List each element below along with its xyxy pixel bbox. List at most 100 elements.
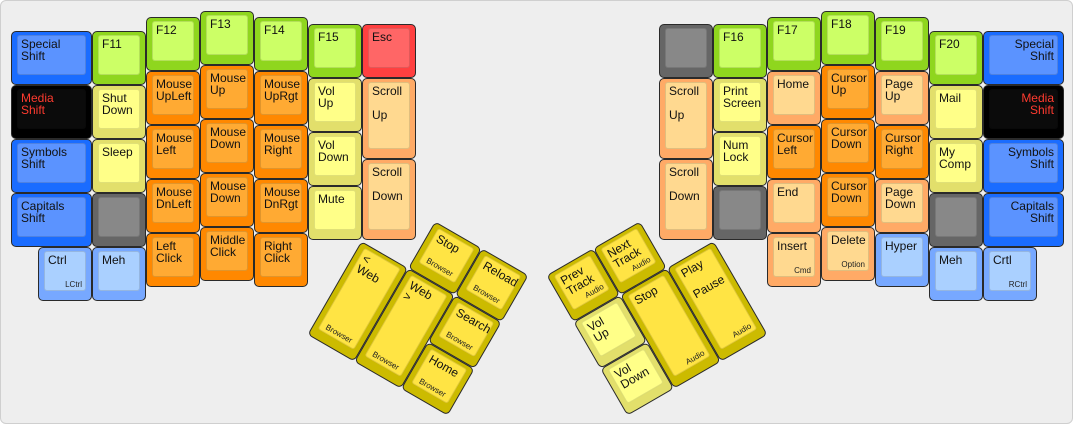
key-media-shift[interactable]: Media Shift xyxy=(983,85,1064,139)
key-f18[interactable]: F18 xyxy=(821,11,875,65)
key-vol-up[interactable]: Vol Up xyxy=(308,78,362,132)
key-cap-face: Meh xyxy=(935,251,977,291)
key-cursor-right[interactable]: Cursor Right xyxy=(875,125,929,179)
key-right-click[interactable]: Right Click xyxy=(254,233,308,287)
key-mute[interactable]: Mute xyxy=(308,186,362,240)
key-f19[interactable]: F19 xyxy=(875,17,929,71)
key-cap-face: Next Track Audio xyxy=(600,227,657,284)
key-label: Stop xyxy=(433,231,463,257)
key-delete[interactable]: Delete Option xyxy=(821,227,875,281)
key-label: Sleep xyxy=(102,145,133,159)
key-sleep[interactable]: Sleep xyxy=(92,139,146,193)
key-f15[interactable]: F15 xyxy=(308,24,362,78)
key-esc[interactable]: Esc xyxy=(362,24,416,78)
key-cursor-left[interactable]: Cursor Left xyxy=(767,125,821,179)
key-num-lock[interactable]: Num Lock xyxy=(713,132,767,186)
key-cap-face: Mouse UpLeft xyxy=(152,75,194,115)
key-meh[interactable]: Meh xyxy=(929,247,983,301)
key-symbols-shift[interactable]: Symbols Shift xyxy=(983,139,1064,193)
key-cap-face: Special Shift xyxy=(989,35,1058,75)
key-f11[interactable]: F11 xyxy=(92,31,146,85)
key-label: Media Shift xyxy=(21,91,54,117)
key-f20[interactable]: F20 xyxy=(929,31,983,85)
key-media-shift[interactable]: Media Shift xyxy=(11,85,92,139)
key-label: Shut Down xyxy=(102,91,133,117)
key-sublabel: Browser xyxy=(370,349,401,373)
key-crtl[interactable]: Crtl RCtrl xyxy=(983,247,1037,301)
key-mouse-dnrgt[interactable]: Mouse DnRgt xyxy=(254,179,308,233)
key-scroll-down[interactable]: Scroll Down xyxy=(659,159,713,240)
key-cursor-down[interactable]: Cursor Down xyxy=(821,119,875,173)
key-label: F19 xyxy=(885,23,906,37)
key-vol-down[interactable]: Vol Down xyxy=(308,132,362,186)
key-cap-face xyxy=(98,197,140,237)
key-mouse-right[interactable]: Mouse Right xyxy=(254,125,308,179)
key-hyper[interactable]: Hyper xyxy=(875,233,929,287)
key-ctrl[interactable]: Ctrl LCtrl xyxy=(38,247,92,301)
key-my-comp[interactable]: My Comp xyxy=(929,139,983,193)
key-special-shift[interactable]: Special Shift xyxy=(983,31,1064,85)
key-cap-face: Print Screen xyxy=(719,82,761,122)
key-mouse-left[interactable]: Mouse Left xyxy=(146,125,200,179)
key-end[interactable]: End xyxy=(767,179,821,233)
key-cursor-up[interactable]: Cursor Up xyxy=(821,65,875,119)
key-home[interactable]: Home xyxy=(767,71,821,125)
key-blank[interactable] xyxy=(929,193,983,247)
key-blank[interactable] xyxy=(92,193,146,247)
key-label: Capitals Shift xyxy=(21,199,65,225)
key-special-shift[interactable]: Special Shift xyxy=(11,31,92,85)
key-cap-face: Cursor Left xyxy=(773,129,815,169)
key-cap-face: Capitals Shift xyxy=(989,197,1058,237)
key-insert[interactable]: Insert Cmd xyxy=(767,233,821,287)
key-mouse-uprgt[interactable]: Mouse UpRgt xyxy=(254,71,308,125)
key-mouse-down[interactable]: Mouse Down xyxy=(200,173,254,227)
key-label: Mouse Right xyxy=(264,131,301,157)
key-page-up[interactable]: Page Up xyxy=(875,71,929,125)
key-mouse-upleft[interactable]: Mouse UpLeft xyxy=(146,71,200,125)
key-cap-face: Hyper xyxy=(881,237,923,277)
key-capitals-shift[interactable]: Capitals Shift xyxy=(11,193,92,247)
key-cap-face: Home xyxy=(773,75,815,115)
key-meh[interactable]: Meh xyxy=(92,247,146,301)
key-scroll-up[interactable]: Scroll Up xyxy=(362,78,416,159)
key-symbols-shift[interactable]: Symbols Shift xyxy=(11,139,92,193)
key-cap-face: Scroll Up xyxy=(665,82,707,149)
key-label: Web > xyxy=(400,278,435,305)
key-cap-face: Page Up xyxy=(881,75,923,115)
key-scroll-up[interactable]: Scroll Up xyxy=(659,78,713,159)
key-left-click[interactable]: Left Click xyxy=(146,233,200,287)
key-label: F18 xyxy=(831,17,852,31)
key-f16[interactable]: F16 xyxy=(713,24,767,78)
key-label: F11 xyxy=(102,37,122,51)
key-mouse-up[interactable]: Mouse Up xyxy=(200,65,254,119)
key-label: Meh xyxy=(939,253,963,267)
key-middle-click[interactable]: Middle Click xyxy=(200,227,254,281)
key-blank[interactable] xyxy=(659,24,713,78)
key-cap-face: Capitals Shift xyxy=(17,197,86,237)
key-label: F15 xyxy=(318,30,339,44)
key-scroll-down[interactable]: Scroll Down xyxy=(362,159,416,240)
key-sublabel: Browser xyxy=(444,329,475,353)
key-cap-face: Scroll Down xyxy=(368,163,410,230)
key-capitals-shift[interactable]: Capitals Shift xyxy=(983,193,1064,247)
key-label: Mute xyxy=(318,192,345,206)
key-print-screen[interactable]: Print Screen xyxy=(713,78,767,132)
key-blank[interactable] xyxy=(713,186,767,240)
key-f13[interactable]: F13 xyxy=(200,11,254,65)
key-f17[interactable]: F17 xyxy=(767,17,821,71)
key-cap-face: Cursor Up xyxy=(827,69,869,109)
key-cap-face: F20 xyxy=(935,35,977,75)
key-label: Insert xyxy=(777,239,808,253)
key-shut-down[interactable]: Shut Down xyxy=(92,85,146,139)
key-cap-face: Mouse Left xyxy=(152,129,194,169)
key-f14[interactable]: F14 xyxy=(254,17,308,71)
key-mouse-dnleft[interactable]: Mouse DnLeft xyxy=(146,179,200,233)
key-cursor-down[interactable]: Cursor Down xyxy=(821,173,875,227)
key-cap-face: Mouse Down xyxy=(206,123,248,163)
key-page-down[interactable]: Page Down xyxy=(875,179,929,233)
key-label: Special Shift xyxy=(21,37,61,63)
key-mouse-down[interactable]: Mouse Down xyxy=(200,119,254,173)
key-label: Mouse Left xyxy=(156,131,193,157)
key-mail[interactable]: Mail xyxy=(929,85,983,139)
key-f12[interactable]: F12 xyxy=(146,17,200,71)
